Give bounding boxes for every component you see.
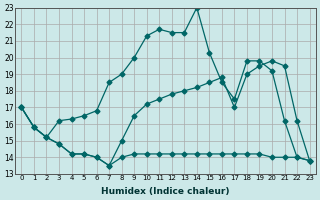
X-axis label: Humidex (Indice chaleur): Humidex (Indice chaleur)	[101, 187, 230, 196]
